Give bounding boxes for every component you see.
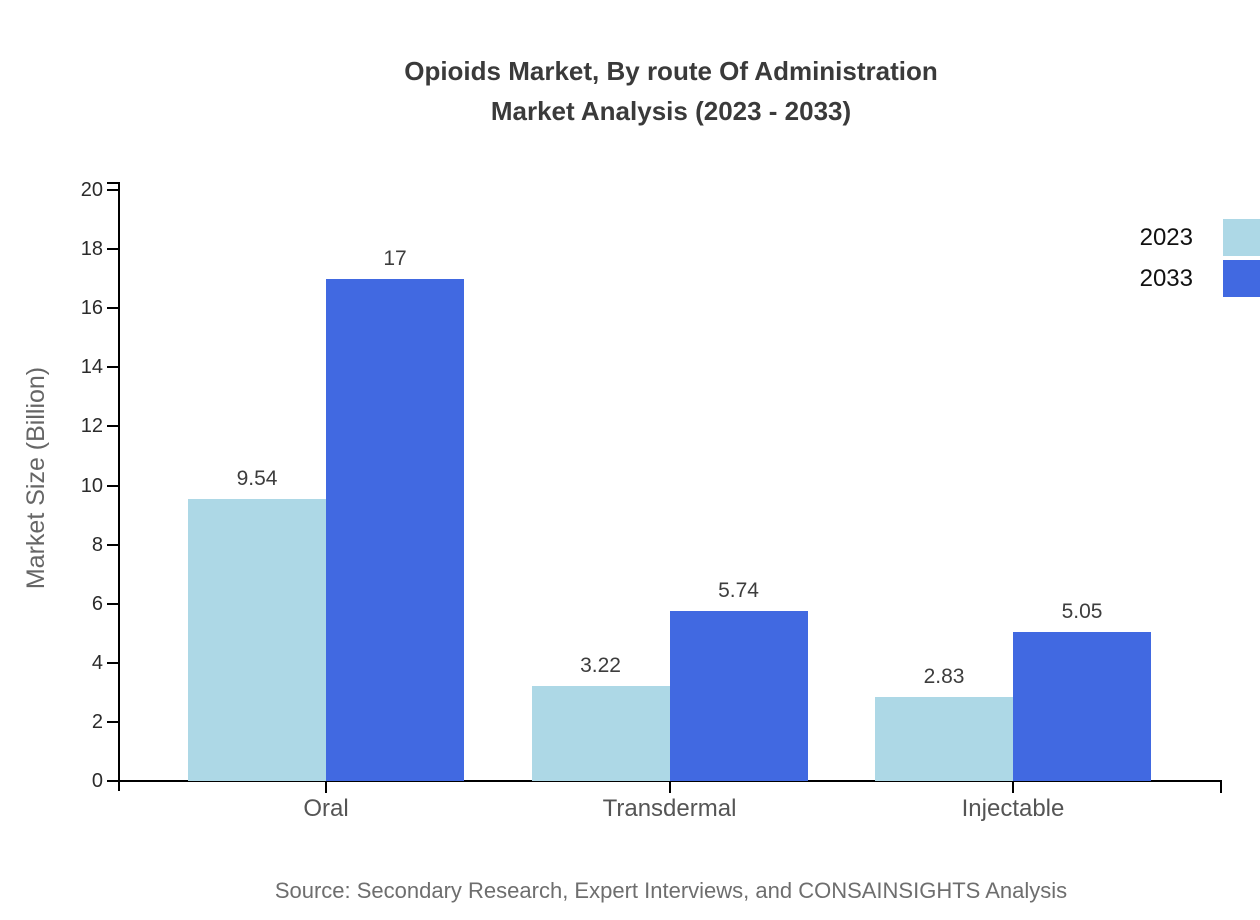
y-tick [107,307,118,310]
legend-swatch-2023 [1223,219,1260,256]
y-tick [107,602,118,605]
x-axis-endcap-tick [1220,782,1222,793]
y-axis-line [118,182,120,791]
x-tick [1012,782,1014,793]
y-tick [107,189,118,191]
chart-title: Opioids Market, By route Of Administrati… [120,51,1222,131]
category-label-injectable: Injectable [961,795,1065,822]
x-tick [325,782,327,793]
y-tick-label: 4 [91,651,103,674]
y-tick-label: 10 [80,474,103,497]
y-tick [107,366,118,369]
y-tick-label: 8 [91,533,103,556]
value-label-2033-oral: 17 [383,246,407,270]
y-tick [107,780,118,782]
y-tick [107,720,118,723]
y-tick-label: 20 [80,179,103,201]
x-tick [668,782,671,793]
x-axis-line [118,780,1222,782]
y-tick-label: 14 [80,356,103,379]
y-tick-label: 16 [80,297,103,320]
y-tick [107,543,118,546]
category-label-transdermal: Transdermal [602,795,737,822]
bar-2023-oral [188,499,326,781]
y-tick-label: 2 [91,710,103,733]
bar-2023-injectable [875,697,1013,781]
legend-label-2033: 2033 [1139,265,1193,292]
legend-swatch-2033 [1223,260,1260,297]
chart-title-line2: Market Analysis (2023 - 2033) [490,96,852,126]
y-tick-label: 0 [91,770,103,792]
bar-2033-injectable [1013,631,1151,781]
value-label-2023-transdermal: 3.22 [580,653,621,677]
chart-title-line1: Opioids Market, By route Of Administrati… [404,56,938,86]
legend-label-2023: 2023 [1139,224,1193,251]
y-tick [107,248,118,251]
y-tick [107,484,118,487]
y-tick [107,425,118,428]
value-label-2033-injectable: 5.05 [1061,599,1103,623]
bar-2033-transdermal [669,611,808,781]
category-label-oral: Oral [303,795,349,822]
y-tick-label: 6 [91,592,103,615]
y-tick [107,661,118,664]
y-tick-label: 18 [80,238,103,261]
value-label-2023-injectable: 2.83 [923,665,965,689]
bar-2023-transdermal [531,685,670,781]
source-note: Source: Secondary Research, Expert Inter… [274,878,1068,903]
y-tick-label: 12 [80,415,103,438]
y-axis-endcap-tick [107,182,118,184]
bar-2033-oral [326,278,464,781]
value-label-2023-oral: 9.54 [236,467,278,491]
value-label-2033-transdermal: 5.74 [718,579,759,603]
